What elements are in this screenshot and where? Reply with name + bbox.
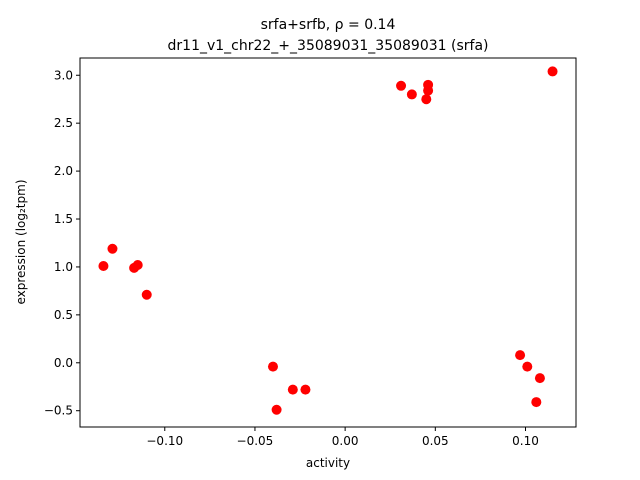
x-tick-label: −0.05: [237, 434, 274, 448]
data-point: [287, 384, 298, 395]
x-tick-label: 0.05: [422, 434, 449, 448]
y-tick-label: 0.5: [54, 308, 73, 322]
chart-title-line1: srfa+srfb, ρ = 0.14: [261, 17, 396, 33]
x-tick-label: −0.10: [146, 434, 183, 448]
data-point: [547, 66, 558, 77]
x-axis-ticks: −0.10 −0.05 0.00 0.05 0.10: [146, 427, 539, 448]
data-point: [406, 89, 417, 100]
data-point: [300, 384, 311, 395]
y-axis-ticks: −0.5 0.0 0.5 1.0 1.5 2.0 2.5 3.0: [44, 68, 80, 418]
data-point: [531, 397, 542, 408]
data-point: [98, 260, 109, 271]
data-point: [515, 350, 526, 361]
data-points: [98, 66, 558, 415]
data-point: [534, 373, 545, 384]
data-point: [271, 404, 282, 415]
y-tick-label: 2.5: [54, 116, 73, 130]
y-tick-label: 3.0: [54, 68, 73, 82]
y-tick-label: 2.0: [54, 164, 73, 178]
data-point: [423, 85, 434, 96]
y-axis-label: expression (log₂tpm): [14, 179, 28, 304]
data-point: [141, 289, 152, 300]
x-tick-label: 0.00: [332, 434, 359, 448]
y-tick-label: 1.0: [54, 260, 73, 274]
x-axis-label: activity: [306, 456, 350, 470]
data-point: [132, 260, 143, 271]
data-point: [522, 361, 533, 372]
y-tick-label: −0.5: [44, 404, 73, 418]
y-tick-label: 0.0: [54, 356, 73, 370]
data-point: [396, 80, 407, 91]
data-point: [421, 94, 432, 105]
plot-frame: [79, 57, 577, 428]
data-point: [267, 361, 278, 372]
chart-title-line2: dr11_v1_chr22_+_35089031_35089031 (srfa): [168, 38, 489, 54]
data-point: [107, 243, 118, 254]
y-tick-label: 1.5: [54, 212, 73, 226]
x-tick-label: 0.10: [512, 434, 539, 448]
